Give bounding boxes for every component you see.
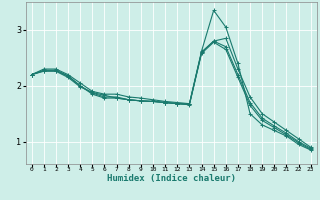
X-axis label: Humidex (Indice chaleur): Humidex (Indice chaleur) [107,174,236,183]
